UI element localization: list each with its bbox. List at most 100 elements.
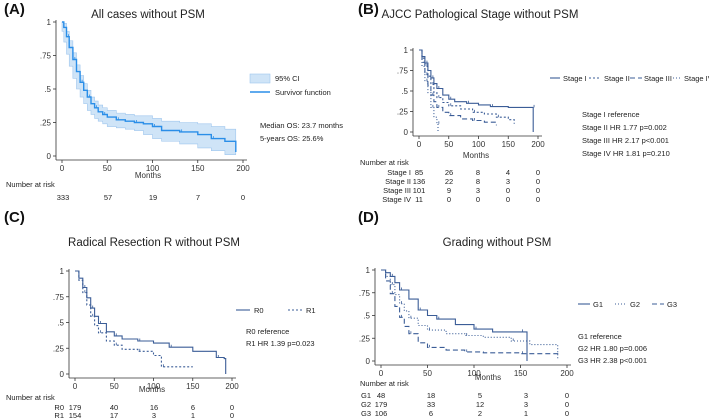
- x-tick-label: 150: [514, 369, 528, 378]
- hr-line: Stage I reference: [582, 110, 640, 119]
- y-tick-label: .75: [53, 293, 65, 302]
- panel-a: (A) All cases without PSM 0 .25 .5 .75 1 0 50 1…: [4, 1, 343, 202]
- risk-value: 6: [191, 403, 195, 412]
- panel-c-plot: 0 .25 .5 .75 1 0 50 100 150 200: [53, 267, 239, 391]
- risk-row-name: G1: [361, 391, 371, 400]
- panel-c-label: (C): [4, 209, 25, 226]
- risk-value: 101: [413, 186, 426, 195]
- y-tick-label: 1: [60, 267, 65, 276]
- risk-value: 3: [524, 391, 528, 400]
- hr-line: G1 reference: [578, 332, 622, 341]
- hr-line: R0 reference: [246, 327, 289, 336]
- survival-curve: [419, 49, 534, 132]
- survival-curve: [75, 270, 193, 368]
- panel-a-title: All cases without PSM: [91, 9, 205, 21]
- risk-value: 6: [429, 409, 433, 418]
- survival-curve: [381, 269, 528, 361]
- risk-row-name: Stage II: [385, 177, 411, 186]
- risk-value: 0: [506, 186, 510, 195]
- x-tick-label: 100: [467, 369, 481, 378]
- y-tick-label: .25: [359, 334, 371, 343]
- risk-value: 8: [476, 168, 480, 177]
- hr-line: Stage IV HR 1.81 p=0.210: [582, 149, 670, 158]
- panel-b-label: (B): [358, 1, 379, 18]
- survival-curve: [381, 269, 559, 359]
- x-tick-label: 100: [146, 164, 160, 173]
- risk-row-name: Stage IV: [382, 195, 411, 204]
- risk-row-name: Stage III: [383, 186, 411, 195]
- risk-value: 0: [476, 195, 480, 204]
- panel-c-xlabel: Months: [139, 385, 165, 394]
- y-tick-label: .5: [44, 85, 51, 94]
- risk-value: 1: [524, 409, 528, 418]
- survival-curve: [419, 49, 515, 124]
- risk-value: 57: [104, 193, 112, 202]
- panel-d-title: Grading without PSM: [443, 237, 552, 249]
- survival-curve: [419, 49, 439, 132]
- panel-d-xlabel: Months: [475, 373, 501, 382]
- hr-line: Stage III HR 2.17 p<0.001: [582, 136, 669, 145]
- risk-value: 18: [427, 391, 435, 400]
- risk-value: 0: [565, 400, 569, 409]
- risk-value: 48: [377, 391, 385, 400]
- risk-value: 0: [447, 195, 451, 204]
- panel-b-title: AJCC Pathological Stage without PSM: [382, 9, 579, 21]
- risk-value: 0: [565, 409, 569, 418]
- x-tick-label: 100: [472, 140, 486, 149]
- panel-b-risk-header: Number at risk: [360, 158, 409, 167]
- risk-row-name: R1: [54, 411, 64, 419]
- legend-r1-label: R1: [306, 306, 316, 315]
- risk-value: 5: [478, 391, 482, 400]
- y-tick-label: .75: [359, 289, 371, 298]
- risk-value: 16: [150, 403, 158, 412]
- y-tick-label: 0: [404, 128, 409, 137]
- risk-value: 3: [506, 177, 510, 186]
- y-tick-label: .25: [40, 119, 52, 128]
- risk-value: 333: [57, 193, 70, 202]
- y-tick-label: 1: [366, 266, 371, 275]
- panel-c-risk-table: R0 179 40 16 6 0 R1 154 17 3 1 0: [54, 403, 234, 419]
- risk-value: 17: [110, 411, 118, 419]
- panel-a-xlabel: Months: [135, 171, 161, 180]
- hr-line: G2 HR 1.80 p=0.006: [578, 344, 647, 353]
- risk-value: 19: [149, 193, 157, 202]
- risk-value: 154: [69, 411, 82, 419]
- risk-value: 40: [110, 403, 118, 412]
- legend-stage2-label: Stage II: [604, 74, 630, 83]
- risk-value: 2: [478, 409, 482, 418]
- legend-g3-label: G3: [667, 300, 677, 309]
- x-tick-label: 200: [236, 164, 250, 173]
- risk-value: 22: [445, 177, 453, 186]
- hr-line: Stage II HR 1.77 p=0.002: [582, 123, 667, 132]
- x-tick-label: 100: [147, 382, 161, 391]
- risk-row-name: G2: [361, 400, 371, 409]
- risk-value: 4: [506, 168, 510, 177]
- y-tick-label: .5: [401, 87, 408, 96]
- risk-row-name: G3: [361, 409, 371, 418]
- risk-value: 106: [375, 409, 388, 418]
- survival-curve: [62, 21, 237, 152]
- panel-a-risk-header: Number at risk: [6, 180, 55, 189]
- panel-a-plot: 0 .25 .5 .75 1 0 50 100 150 200: [40, 18, 250, 173]
- panel-d-risk-header: Number at risk: [360, 379, 409, 388]
- risk-value: 33: [427, 400, 435, 409]
- risk-value: 179: [375, 400, 388, 409]
- y-tick-label: .25: [53, 344, 65, 353]
- legend-stage3-label: Stage III: [644, 74, 672, 83]
- risk-value: 179: [69, 403, 82, 412]
- legend-stage4-label: Stage IV: [684, 74, 709, 83]
- panel-b-legend: Stage I Stage II Stage III Stage IV: [550, 74, 709, 83]
- risk-value: 136: [413, 177, 426, 186]
- legend-g2-label: G2: [630, 300, 640, 309]
- risk-value: 0: [536, 195, 540, 204]
- survival-curve: [419, 49, 497, 126]
- x-tick-label: 50: [423, 369, 432, 378]
- panel-c-risk-header: Number at risk: [6, 393, 55, 402]
- legend-r0-label: R0: [254, 306, 264, 315]
- x-tick-label: 0: [60, 164, 65, 173]
- median-os-text: Median OS: 23.7 months: [260, 121, 343, 130]
- risk-value: 0: [241, 193, 245, 202]
- risk-row-name: R0: [54, 403, 64, 412]
- panel-a-risk-row: 333 57 19 7 0: [57, 193, 245, 202]
